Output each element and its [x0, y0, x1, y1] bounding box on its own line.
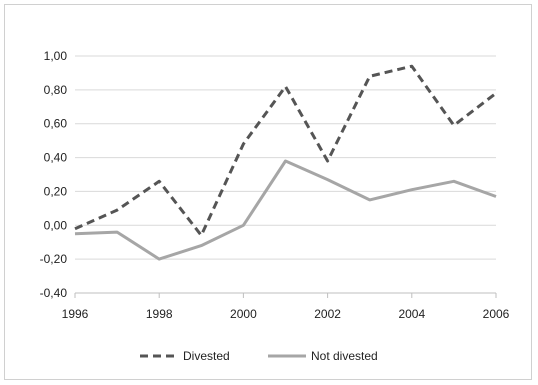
legend-label: Divested [183, 349, 230, 363]
legend-label: Not divested [311, 349, 378, 363]
x-tick-label: 2006 [483, 307, 510, 321]
y-tick-label: 0,60 [44, 117, 68, 131]
y-tick-label: 0,00 [44, 218, 68, 232]
gridlines [75, 55, 496, 294]
y-tick-label: 0,20 [44, 184, 68, 198]
series-lines [74, 64, 497, 261]
x-tick-label: 2002 [314, 307, 341, 321]
x-tick-label: 1998 [146, 307, 173, 321]
series-line-divested [74, 64, 497, 237]
y-tick-label: -0,20 [40, 252, 68, 266]
x-axis-tick-labels: 1996 1998 2000 2002 2004 2006 [62, 293, 510, 321]
legend: Divested Not divested [140, 349, 378, 363]
x-tick-label: 2000 [230, 307, 257, 321]
x-tick-label: 2004 [398, 307, 425, 321]
y-axis-tick-labels: -0,40 -0,20 0,00 0,20 0,40 0,60 0,80 1,00 [40, 49, 68, 300]
series-line-not-divested [74, 159, 497, 261]
y-tick-label: -0,40 [40, 286, 68, 300]
y-tick-label: 1,00 [44, 49, 68, 63]
y-tick-label: 0,40 [44, 151, 68, 165]
y-tick-label: 0,80 [44, 83, 68, 97]
x-tick-label: 1996 [62, 307, 89, 321]
chart-frame [4, 4, 532, 380]
